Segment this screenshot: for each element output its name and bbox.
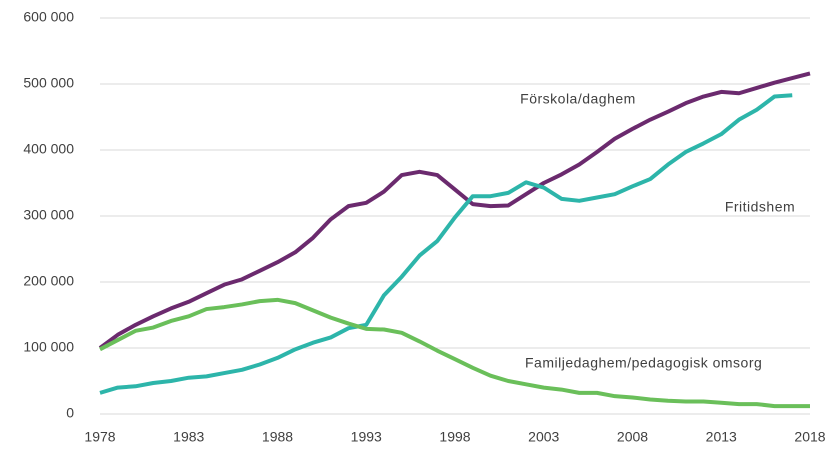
y-tick-label: 400 000	[23, 141, 74, 157]
y-tick-label: 200 000	[23, 273, 74, 289]
x-tick-label: 2018	[794, 429, 825, 445]
x-tick-label: 1988	[262, 429, 293, 445]
x-tick-label: 1978	[84, 429, 115, 445]
series-label: Fritidshem	[725, 199, 795, 215]
x-tick-label: 2003	[528, 429, 559, 445]
x-tick-label: 1993	[351, 429, 382, 445]
y-tick-label: 300 000	[23, 207, 74, 223]
x-tick-label: 1983	[173, 429, 204, 445]
series-label: Familjedaghem/pedagogisk omsorg	[525, 355, 762, 371]
x-tick-label: 1998	[439, 429, 470, 445]
series-label: Förskola/daghem	[520, 91, 636, 107]
series-line	[99, 297, 810, 409]
y-tick-label: 600 000	[23, 9, 74, 25]
y-tick-label: 100 000	[23, 339, 74, 355]
y-tick-label: 500 000	[23, 75, 74, 91]
x-tick-label: 2013	[706, 429, 737, 445]
x-tick-label: 2008	[617, 429, 648, 445]
series-line	[99, 93, 793, 395]
series-line	[98, 71, 811, 350]
y-tick-label: 0	[66, 405, 74, 421]
